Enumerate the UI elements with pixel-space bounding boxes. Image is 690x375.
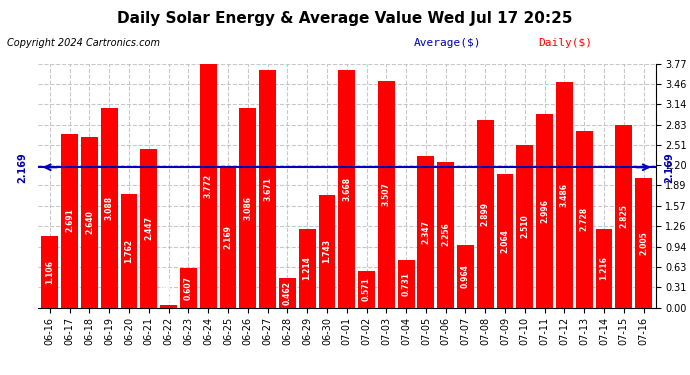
Text: 0.731: 0.731 xyxy=(402,272,411,296)
Bar xyxy=(556,82,573,308)
Text: 0.607: 0.607 xyxy=(184,276,193,300)
Bar xyxy=(121,194,137,308)
Text: 2.825: 2.825 xyxy=(620,204,629,228)
Bar xyxy=(338,70,355,308)
Text: 2.064: 2.064 xyxy=(500,229,510,253)
Bar xyxy=(140,149,157,308)
Bar xyxy=(81,137,98,308)
Bar xyxy=(101,108,117,308)
Bar xyxy=(595,229,613,308)
Bar xyxy=(239,108,256,308)
Bar xyxy=(41,236,58,308)
Bar xyxy=(457,245,474,308)
Text: 2.728: 2.728 xyxy=(580,207,589,231)
Bar xyxy=(437,162,454,308)
Text: 3.772: 3.772 xyxy=(204,174,213,198)
Bar xyxy=(180,268,197,308)
Text: 2.005: 2.005 xyxy=(639,231,648,255)
Text: 2.691: 2.691 xyxy=(65,209,74,232)
Bar xyxy=(417,156,434,308)
Text: 2.169: 2.169 xyxy=(224,225,233,249)
Bar xyxy=(536,114,553,308)
Text: 1.762: 1.762 xyxy=(124,238,133,262)
Text: Average($): Average($) xyxy=(414,38,482,48)
Text: Daily($): Daily($) xyxy=(538,38,592,48)
Bar xyxy=(219,167,237,308)
Bar xyxy=(635,178,652,308)
Text: 2.996: 2.996 xyxy=(540,199,549,223)
Bar xyxy=(259,70,276,308)
Bar xyxy=(200,64,217,308)
Text: 2.169: 2.169 xyxy=(664,152,673,183)
Bar xyxy=(477,120,493,308)
Bar xyxy=(397,260,415,308)
Text: 2.899: 2.899 xyxy=(481,202,490,226)
Bar xyxy=(358,271,375,308)
Text: Copyright 2024 Cartronics.com: Copyright 2024 Cartronics.com xyxy=(7,38,160,48)
Text: 0.462: 0.462 xyxy=(283,280,292,304)
Text: 3.486: 3.486 xyxy=(560,183,569,207)
Bar xyxy=(299,229,315,308)
Text: 2.169: 2.169 xyxy=(18,152,28,183)
Text: 1.216: 1.216 xyxy=(600,256,609,280)
Text: 3.086: 3.086 xyxy=(244,196,253,220)
Bar xyxy=(61,134,78,308)
Text: 0.571: 0.571 xyxy=(362,277,371,301)
Text: 1.743: 1.743 xyxy=(322,239,331,263)
Text: 0.039: 0.039 xyxy=(164,278,173,302)
Text: 0.964: 0.964 xyxy=(461,264,470,288)
Text: Daily Solar Energy & Average Value Wed Jul 17 20:25: Daily Solar Energy & Average Value Wed J… xyxy=(117,11,573,26)
Bar xyxy=(279,278,296,308)
Bar xyxy=(497,174,513,308)
Text: 3.507: 3.507 xyxy=(382,182,391,206)
Text: 2.640: 2.640 xyxy=(85,210,94,234)
Text: 2.510: 2.510 xyxy=(520,214,529,238)
Bar xyxy=(576,131,593,308)
Bar xyxy=(160,305,177,308)
Bar xyxy=(615,125,632,308)
Bar xyxy=(378,81,395,308)
Text: 1.106: 1.106 xyxy=(46,260,55,284)
Text: 3.668: 3.668 xyxy=(342,177,351,201)
Text: 2.347: 2.347 xyxy=(422,220,431,244)
Text: 2.447: 2.447 xyxy=(144,216,153,240)
Text: 3.088: 3.088 xyxy=(105,196,114,220)
Bar xyxy=(516,145,533,308)
Text: 1.214: 1.214 xyxy=(303,256,312,280)
Bar xyxy=(319,195,335,308)
Text: 2.256: 2.256 xyxy=(441,223,450,246)
Text: 3.671: 3.671 xyxy=(263,177,272,201)
